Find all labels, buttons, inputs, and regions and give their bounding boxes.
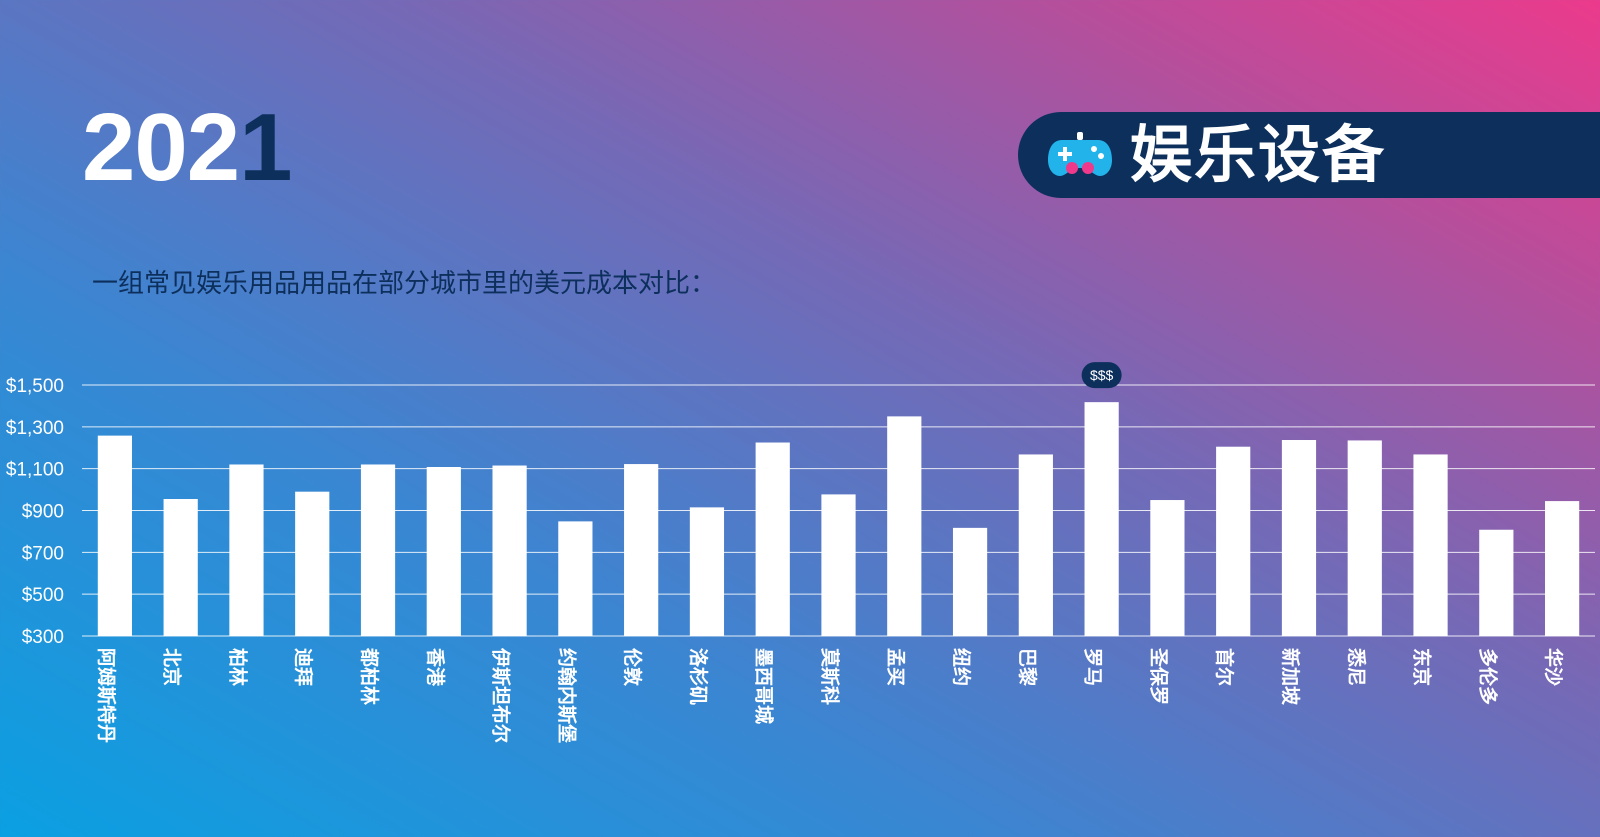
annotation-label: $$$ — [1090, 367, 1114, 383]
x-tick-label: 纽约 — [950, 648, 973, 686]
x-tick-label: 洛杉矶 — [687, 648, 710, 705]
bar — [360, 464, 396, 636]
x-tick-label: 华沙 — [1542, 648, 1565, 686]
bar — [229, 464, 264, 636]
x-tick-label: 莫斯科 — [819, 648, 842, 705]
y-tick-label: $500 — [22, 585, 64, 606]
y-tick-label: $1,500 — [6, 376, 64, 397]
x-tick-label: 悉尼 — [1345, 647, 1367, 686]
bar — [689, 507, 725, 636]
x-tick-label: 新加坡 — [1279, 648, 1302, 706]
x-tick-label: 孟买 — [884, 648, 906, 686]
bar — [295, 491, 330, 636]
x-tick-label: 东京 — [1411, 648, 1434, 686]
year-heading: 2021 — [82, 100, 293, 196]
y-tick-label: $1,300 — [6, 418, 64, 439]
y-tick-label: $900 — [22, 502, 64, 523]
bar — [1216, 446, 1251, 636]
bar — [1479, 529, 1514, 636]
bar-chart: $300 $500 $700 $900 $1,100 $1,300 $1,500 阿姆斯特丹 北… — [6, 362, 1595, 743]
y-tick-label: $300 — [22, 627, 64, 648]
bar — [1281, 440, 1317, 636]
bar — [97, 435, 132, 636]
bar — [821, 494, 856, 636]
bar — [1413, 454, 1448, 636]
x-tick-label: 迪拜 — [292, 648, 314, 686]
bar — [1150, 500, 1185, 636]
y-tick-label: $1,100 — [6, 460, 64, 481]
year-last-digit: 1 — [239, 94, 292, 201]
bar — [426, 466, 461, 636]
bar — [887, 416, 922, 636]
x-tick-label: 圣保罗 — [1147, 648, 1170, 705]
bar — [1545, 501, 1580, 636]
y-tick-label: $700 — [22, 543, 64, 564]
x-tick-label: 香港 — [424, 647, 446, 687]
bar — [1084, 402, 1119, 636]
x-tick-label: 约翰内斯堡 — [555, 648, 578, 743]
bar — [624, 464, 659, 636]
x-tick-label: 多伦多 — [1476, 648, 1499, 705]
x-tick-label: 巴黎 — [1016, 648, 1038, 686]
year-main: 202 — [82, 94, 240, 201]
bar — [755, 442, 790, 636]
gamepad-icon — [1048, 132, 1112, 176]
annotation-badge — [1081, 362, 1122, 389]
x-tick-label: 阿姆斯特丹 — [95, 648, 118, 743]
chart-subtitle: 一组常见娱乐用品用品在部分城市里的美元成本对比： — [92, 269, 717, 299]
category-title: 娱乐设备 — [1130, 118, 1387, 191]
bar — [163, 498, 198, 636]
x-tick-label: 柏林 — [226, 648, 249, 686]
x-tick-label: 北京 — [161, 648, 184, 686]
bar — [952, 527, 988, 636]
bar — [1018, 454, 1053, 636]
x-tick-label: 墨西哥城 — [753, 648, 776, 724]
bar — [558, 521, 593, 636]
x-tick-label: 罗马 — [1082, 648, 1104, 686]
bar — [1347, 440, 1382, 636]
x-tick-label: 首尔 — [1213, 648, 1236, 686]
bar — [492, 465, 527, 636]
category-banner: 娱乐设备 — [1018, 112, 1600, 198]
x-tick-label: 都柏林 — [358, 647, 381, 705]
x-tick-label: 伦敦 — [621, 648, 644, 687]
x-tick-label: 伊斯坦布尔 — [490, 647, 513, 743]
